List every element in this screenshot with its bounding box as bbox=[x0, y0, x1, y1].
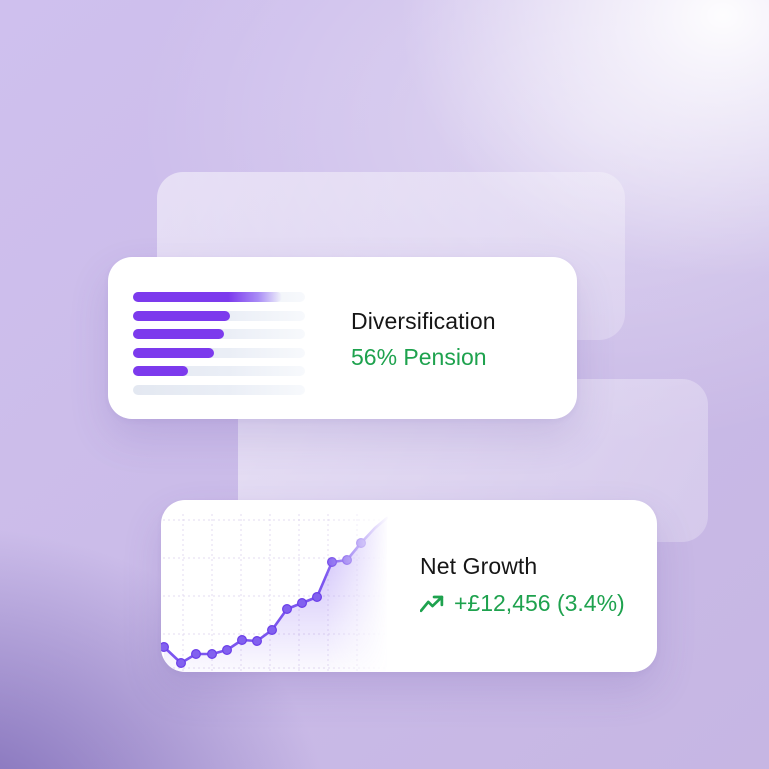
bar-track bbox=[133, 366, 305, 376]
chart-point bbox=[342, 554, 353, 565]
chart-point bbox=[356, 537, 367, 548]
chart-line bbox=[162, 516, 389, 665]
diversification-value: 56% Pension bbox=[351, 344, 487, 370]
line-chart-svg bbox=[161, 514, 391, 672]
bar-row bbox=[133, 310, 305, 321]
chart-point bbox=[297, 597, 308, 608]
bar-fill bbox=[133, 347, 214, 358]
bar-row bbox=[133, 329, 305, 339]
chart-point bbox=[191, 649, 202, 660]
chart-point bbox=[312, 591, 323, 602]
net-growth-card: Net Growth +£12,456 (3.4%) bbox=[161, 500, 657, 672]
bar-fill bbox=[133, 292, 282, 302]
bar-row bbox=[133, 384, 305, 395]
chart-area-fill bbox=[164, 518, 387, 672]
chart-point bbox=[176, 658, 187, 669]
bar-track bbox=[133, 384, 305, 395]
diversification-title: Diversification bbox=[351, 308, 496, 334]
net-growth-text-block: Net Growth +£12,456 (3.4%) bbox=[420, 552, 625, 617]
chart-point bbox=[281, 603, 292, 614]
bar-row bbox=[133, 347, 305, 358]
bar-track bbox=[133, 347, 305, 358]
trending-up-icon bbox=[420, 595, 444, 612]
net-growth-line-chart bbox=[161, 500, 401, 672]
diversification-card: Diversification 56% Pension bbox=[108, 257, 577, 419]
bar-row bbox=[133, 292, 305, 302]
chart-point bbox=[236, 635, 247, 646]
chart-point bbox=[266, 624, 277, 635]
chart-point bbox=[161, 642, 169, 652]
diversification-bar-chart bbox=[133, 292, 305, 395]
net-growth-title: Net Growth bbox=[420, 553, 538, 579]
bar-fill bbox=[133, 366, 188, 376]
chart-point bbox=[206, 649, 217, 660]
chart-points bbox=[161, 537, 367, 669]
chart-point bbox=[221, 645, 232, 656]
bar-fill bbox=[133, 329, 224, 339]
net-growth-change-row: +£12,456 (3.4%) bbox=[420, 590, 625, 617]
diversification-text-block: Diversification 56% Pension bbox=[351, 307, 496, 371]
chart-point bbox=[327, 556, 338, 567]
bar-fill bbox=[133, 310, 230, 321]
chart-point bbox=[251, 636, 262, 647]
net-growth-change: +£12,456 (3.4%) bbox=[454, 590, 625, 616]
bar-row bbox=[133, 366, 305, 376]
